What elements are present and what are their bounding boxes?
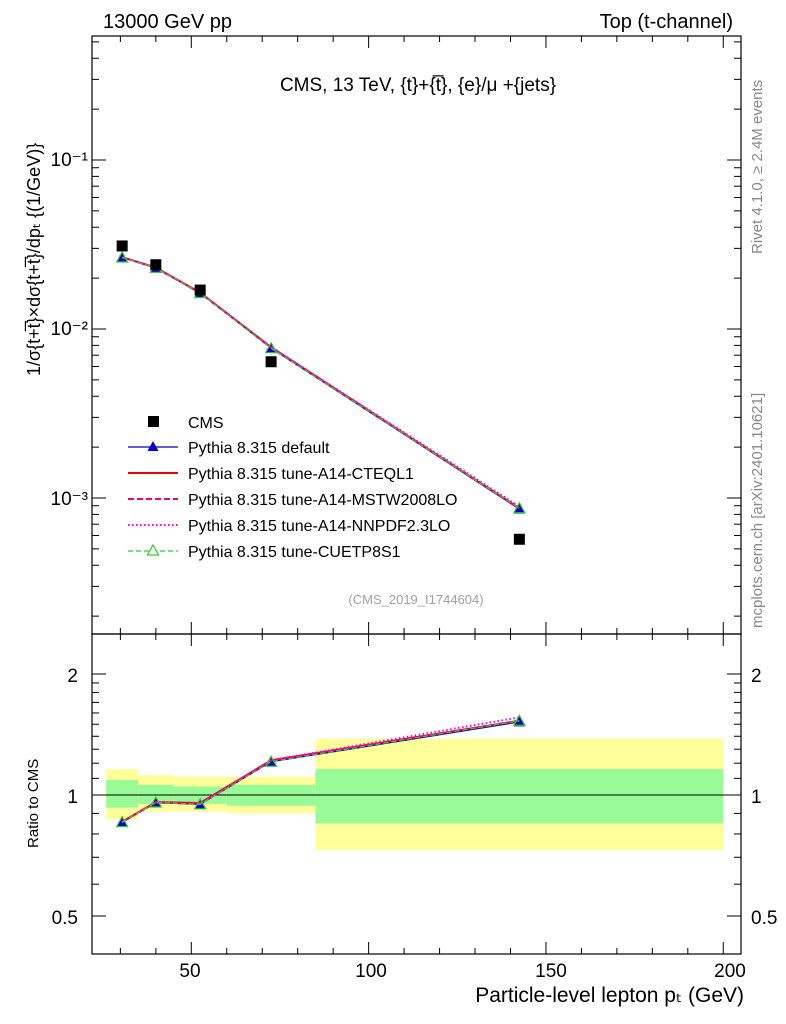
xtick-label-200: 200 bbox=[714, 961, 746, 982]
main-plot-title: CMS, 13 TeV, {t}+{t̅}, {e}/μ +{jets} bbox=[280, 75, 556, 96]
data-point-cms-1 bbox=[150, 259, 162, 271]
ratio-point-cuetp8s1-2 bbox=[193, 797, 207, 810]
rivet-label: Rivet 4.1.0, ≥ 2.4M events bbox=[749, 80, 766, 254]
main-ytick-label-1e-1: 10⁻¹ bbox=[51, 150, 89, 171]
axis-ticks bbox=[92, 36, 741, 954]
main-point-cuetp8s1-3 bbox=[264, 341, 278, 354]
main-point-cuetp8s1-0 bbox=[115, 250, 129, 263]
main-ytick-label-1e-2: 10⁻² bbox=[51, 319, 89, 340]
data-point-cms-0 bbox=[116, 240, 128, 252]
legend-entry-cms: CMS bbox=[148, 415, 224, 432]
x-axis-title: Particle-level lepton pₜ (GeV) bbox=[475, 984, 744, 1007]
ratio-ytick-label-05-left: 0.5 bbox=[52, 908, 78, 929]
main-line-cuetp8s1 bbox=[121, 256, 520, 509]
legend-marker-cuetp8s1 bbox=[146, 543, 160, 556]
legend-marker-default bbox=[147, 441, 159, 451]
legend-entry-cteql1: Pythia 8.315 tune-A14-CTEQL1 bbox=[128, 466, 414, 483]
ratio-point-cuetp8s1-4 bbox=[512, 714, 526, 726]
ratio-ytick-label-1-right: 1 bbox=[751, 787, 762, 808]
legend-label-nnpdf: Pythia 8.315 tune-A14-NNPDF2.3LO bbox=[188, 518, 450, 535]
ratio-ytick-label-1-left: 1 bbox=[67, 787, 78, 808]
xtick-label-150: 150 bbox=[535, 961, 567, 982]
legend-label-cuetp8s1: Pythia 8.315 tune-CUETP8S1 bbox=[188, 544, 401, 561]
ratio-point-cuetp8s1-3 bbox=[264, 754, 278, 767]
legend: CMS Pythia 8.315 default Pythia 8.315 tu… bbox=[128, 415, 457, 561]
ratio-y-axis-title: Ratio to CMS bbox=[25, 759, 42, 848]
main-point-cuetp8s1-4 bbox=[512, 501, 526, 514]
data-point-cms-3 bbox=[265, 356, 277, 368]
xtick-label-100: 100 bbox=[355, 961, 387, 982]
ratio-point-cuetp8s1-0 bbox=[115, 815, 129, 828]
ratio-ytick-label-2-right: 2 bbox=[751, 666, 762, 687]
legend-label-cms: CMS bbox=[188, 415, 224, 432]
ratio-panel-frame bbox=[91, 633, 742, 955]
data-point-cms-4 bbox=[513, 533, 525, 545]
mcplots-label: mcplots.cern.ch [arXiv:2401.10621] bbox=[749, 393, 766, 628]
band-inner-bin-4 bbox=[315, 769, 724, 824]
main-series-layer bbox=[115, 240, 526, 545]
xtick-label-50: 50 bbox=[179, 961, 200, 982]
header-left: 13000 GeV pp bbox=[103, 11, 232, 33]
ratio-point-cuetp8s1-1 bbox=[149, 795, 163, 808]
ratio-ytick-label-05-right: 0.5 bbox=[751, 908, 777, 929]
main-point-default-0 bbox=[116, 251, 128, 262]
data-point-cms-2 bbox=[194, 284, 206, 296]
header-right: Top (t-channel) bbox=[600, 11, 733, 33]
legend-label-default: Pythia 8.315 default bbox=[188, 440, 330, 457]
legend-entry-cuetp8s1: Pythia 8.315 tune-CUETP8S1 bbox=[128, 543, 401, 561]
legend-entry-nnpdf: Pythia 8.315 tune-A14-NNPDF2.3LO bbox=[128, 518, 450, 535]
ratio-series-layer bbox=[115, 714, 526, 828]
legend-entry-default: Pythia 8.315 default bbox=[128, 440, 330, 457]
legend-marker-cms bbox=[148, 416, 159, 427]
main-point-default-4 bbox=[513, 503, 525, 514]
ratio-uncertainty-band bbox=[106, 738, 724, 850]
ratio-ytick-label-2-left: 2 bbox=[67, 666, 78, 687]
band-inner-bin-0 bbox=[106, 779, 139, 808]
band-inner-bin-1 bbox=[138, 784, 174, 804]
analysis-id-label: (CMS_2019_I1744604) bbox=[348, 592, 483, 607]
legend-label-mstw: Pythia 8.315 tune-A14-MSTW2008LO bbox=[188, 492, 457, 509]
ratio-line-cuetp8s1 bbox=[121, 720, 520, 823]
main-ytick-label-1e-3: 10⁻³ bbox=[51, 489, 89, 510]
main-y-axis-title: 1/σ{t+t̅}×dσ{t+t̅}/dpₜ {(1/GeV)} bbox=[24, 143, 44, 376]
legend-entry-mstw: Pythia 8.315 tune-A14-MSTW2008LO bbox=[128, 492, 457, 509]
legend-label-cteql1: Pythia 8.315 tune-A14-CTEQL1 bbox=[188, 466, 414, 483]
